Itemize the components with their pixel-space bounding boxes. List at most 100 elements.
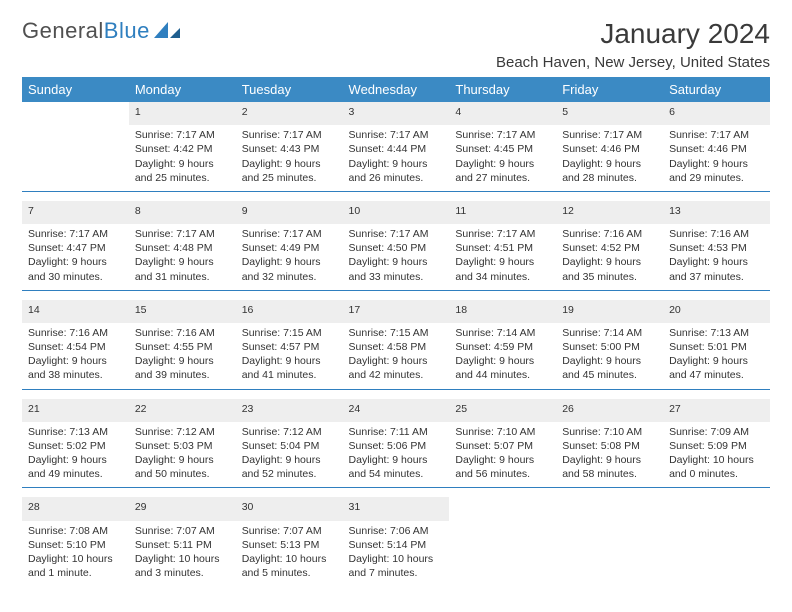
sunrise-text: Sunrise: 7:17 AM — [135, 227, 230, 241]
day-cell: Sunrise: 7:16 AMSunset: 4:53 PMDaylight:… — [663, 224, 770, 290]
sunrise-text: Sunrise: 7:14 AM — [455, 326, 550, 340]
sunset-text: Sunset: 4:58 PM — [349, 340, 444, 354]
day-number-row: 78910111213 — [22, 201, 770, 224]
daylight-text: Daylight: 9 hours and 28 minutes. — [562, 157, 657, 185]
calendar-body: 123456Sunrise: 7:17 AMSunset: 4:42 PMDay… — [22, 102, 770, 586]
sunrise-text: Sunrise: 7:07 AM — [135, 524, 230, 538]
sunset-text: Sunset: 4:50 PM — [349, 241, 444, 255]
day-cell: Sunrise: 7:11 AMSunset: 5:06 PMDaylight:… — [343, 422, 450, 488]
sunrise-text: Sunrise: 7:17 AM — [135, 128, 230, 142]
sunrise-text: Sunrise: 7:08 AM — [28, 524, 123, 538]
sunrise-text: Sunrise: 7:09 AM — [669, 425, 764, 439]
calendar-header-row: Sunday Monday Tuesday Wednesday Thursday… — [22, 77, 770, 102]
daylight-text: Daylight: 9 hours and 39 minutes. — [135, 354, 230, 382]
sunrise-text: Sunrise: 7:11 AM — [349, 425, 444, 439]
sunset-text: Sunset: 5:00 PM — [562, 340, 657, 354]
sunset-text: Sunset: 5:04 PM — [242, 439, 337, 453]
day-cell: Sunrise: 7:17 AMSunset: 4:42 PMDaylight:… — [129, 125, 236, 191]
day-number — [663, 497, 770, 520]
daylight-text: Daylight: 10 hours and 5 minutes. — [242, 552, 337, 580]
daylight-text: Daylight: 9 hours and 33 minutes. — [349, 255, 444, 283]
day-cell: Sunrise: 7:10 AMSunset: 5:08 PMDaylight:… — [556, 422, 663, 488]
day-header: Saturday — [663, 77, 770, 102]
day-cell: Sunrise: 7:15 AMSunset: 4:57 PMDaylight:… — [236, 323, 343, 389]
day-cell: Sunrise: 7:06 AMSunset: 5:14 PMDaylight:… — [343, 521, 450, 587]
daylight-text: Daylight: 9 hours and 45 minutes. — [562, 354, 657, 382]
day-number: 21 — [22, 399, 129, 422]
daylight-text: Daylight: 9 hours and 31 minutes. — [135, 255, 230, 283]
day-header: Friday — [556, 77, 663, 102]
sunset-text: Sunset: 4:49 PM — [242, 241, 337, 255]
day-cell: Sunrise: 7:14 AMSunset: 5:00 PMDaylight:… — [556, 323, 663, 389]
day-cell: Sunrise: 7:16 AMSunset: 4:55 PMDaylight:… — [129, 323, 236, 389]
sunrise-text: Sunrise: 7:13 AM — [28, 425, 123, 439]
sunset-text: Sunset: 5:02 PM — [28, 439, 123, 453]
day-number: 28 — [22, 497, 129, 520]
daylight-text: Daylight: 10 hours and 0 minutes. — [669, 453, 764, 481]
day-number: 4 — [449, 102, 556, 125]
day-number: 1 — [129, 102, 236, 125]
sunset-text: Sunset: 4:55 PM — [135, 340, 230, 354]
day-content-row: Sunrise: 7:13 AMSunset: 5:02 PMDaylight:… — [22, 422, 770, 488]
day-header: Wednesday — [343, 77, 450, 102]
day-number: 16 — [236, 300, 343, 323]
sunrise-text: Sunrise: 7:12 AM — [135, 425, 230, 439]
daylight-text: Daylight: 9 hours and 27 minutes. — [455, 157, 550, 185]
sunrise-text: Sunrise: 7:14 AM — [562, 326, 657, 340]
daylight-text: Daylight: 10 hours and 1 minute. — [28, 552, 123, 580]
daylight-text: Daylight: 9 hours and 25 minutes. — [242, 157, 337, 185]
daylight-text: Daylight: 9 hours and 54 minutes. — [349, 453, 444, 481]
day-header: Thursday — [449, 77, 556, 102]
brand-logo: GeneralBlue — [22, 18, 180, 44]
brand-name: GeneralBlue — [22, 18, 150, 44]
sunset-text: Sunset: 4:53 PM — [669, 241, 764, 255]
daylight-text: Daylight: 9 hours and 41 minutes. — [242, 354, 337, 382]
sunset-text: Sunset: 4:59 PM — [455, 340, 550, 354]
brand-name-part2: Blue — [104, 18, 150, 43]
sunset-text: Sunset: 5:07 PM — [455, 439, 550, 453]
week-separator — [22, 290, 770, 300]
day-cell: Sunrise: 7:17 AMSunset: 4:46 PMDaylight:… — [556, 125, 663, 191]
day-number: 6 — [663, 102, 770, 125]
sunset-text: Sunset: 4:44 PM — [349, 142, 444, 156]
sunrise-text: Sunrise: 7:17 AM — [455, 128, 550, 142]
day-number: 26 — [556, 399, 663, 422]
day-cell: Sunrise: 7:13 AMSunset: 5:01 PMDaylight:… — [663, 323, 770, 389]
sunrise-text: Sunrise: 7:16 AM — [669, 227, 764, 241]
daylight-text: Daylight: 9 hours and 25 minutes. — [135, 157, 230, 185]
sunrise-text: Sunrise: 7:17 AM — [669, 128, 764, 142]
sunset-text: Sunset: 5:13 PM — [242, 538, 337, 552]
day-cell: Sunrise: 7:17 AMSunset: 4:46 PMDaylight:… — [663, 125, 770, 191]
sunset-text: Sunset: 4:51 PM — [455, 241, 550, 255]
daylight-text: Daylight: 9 hours and 26 minutes. — [349, 157, 444, 185]
day-number: 9 — [236, 201, 343, 224]
sunset-text: Sunset: 4:46 PM — [669, 142, 764, 156]
day-cell: Sunrise: 7:09 AMSunset: 5:09 PMDaylight:… — [663, 422, 770, 488]
day-cell: Sunrise: 7:16 AMSunset: 4:52 PMDaylight:… — [556, 224, 663, 290]
sunrise-text: Sunrise: 7:17 AM — [242, 227, 337, 241]
sunset-text: Sunset: 4:42 PM — [135, 142, 230, 156]
sunrise-text: Sunrise: 7:15 AM — [242, 326, 337, 340]
sunset-text: Sunset: 4:57 PM — [242, 340, 337, 354]
daylight-text: Daylight: 9 hours and 34 minutes. — [455, 255, 550, 283]
day-cell: Sunrise: 7:08 AMSunset: 5:10 PMDaylight:… — [22, 521, 129, 587]
day-number: 12 — [556, 201, 663, 224]
daylight-text: Daylight: 10 hours and 7 minutes. — [349, 552, 444, 580]
day-cell: Sunrise: 7:17 AMSunset: 4:48 PMDaylight:… — [129, 224, 236, 290]
sunrise-text: Sunrise: 7:13 AM — [669, 326, 764, 340]
daylight-text: Daylight: 9 hours and 49 minutes. — [28, 453, 123, 481]
day-number: 7 — [22, 201, 129, 224]
day-number: 22 — [129, 399, 236, 422]
day-number: 8 — [129, 201, 236, 224]
sunrise-text: Sunrise: 7:16 AM — [135, 326, 230, 340]
sunrise-text: Sunrise: 7:16 AM — [28, 326, 123, 340]
sunset-text: Sunset: 4:46 PM — [562, 142, 657, 156]
sunset-text: Sunset: 4:52 PM — [562, 241, 657, 255]
daylight-text: Daylight: 10 hours and 3 minutes. — [135, 552, 230, 580]
sunrise-text: Sunrise: 7:12 AM — [242, 425, 337, 439]
title-block: January 2024 Beach Haven, New Jersey, Un… — [496, 18, 770, 71]
day-number: 27 — [663, 399, 770, 422]
daylight-text: Daylight: 9 hours and 44 minutes. — [455, 354, 550, 382]
day-number — [449, 497, 556, 520]
day-number-row: 123456 — [22, 102, 770, 125]
